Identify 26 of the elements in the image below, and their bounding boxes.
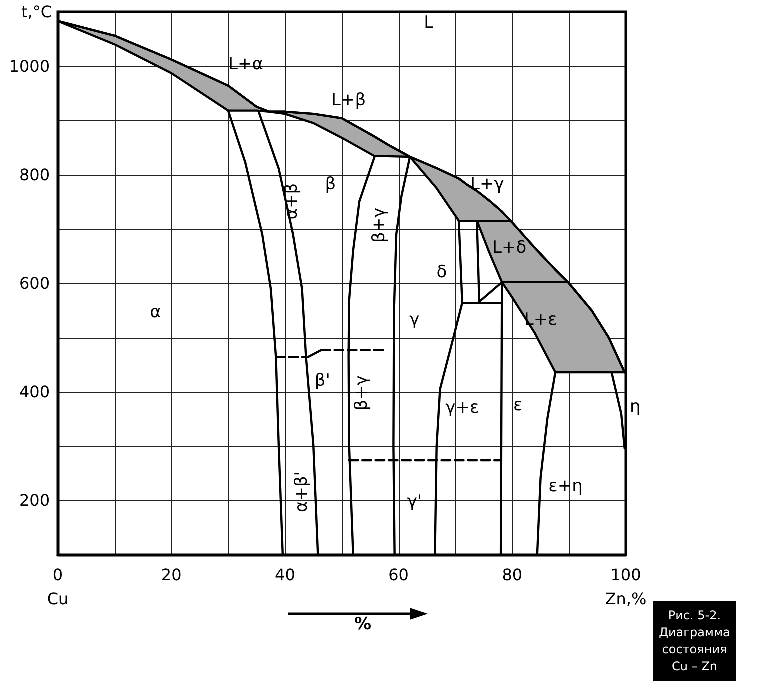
x-tick-label: 100 Zn,% [605, 566, 647, 608]
x-tick-label: 20 [161, 566, 182, 584]
y-axis-title: t,°C [21, 2, 52, 22]
annotation: β' [314, 371, 330, 392]
annotation: β+γ [369, 208, 390, 243]
annotation: δ [436, 262, 448, 283]
y-tick-label: 1000 [9, 56, 50, 76]
text: Рис. 5-2. Диаграмма состояния Cu – Zn [659, 608, 730, 674]
y-tick-label: 600 [19, 274, 50, 293]
annotation: β+γ [352, 376, 372, 411]
annotation: ε [513, 396, 523, 416]
annotation: γ [410, 310, 420, 330]
x-tick-label: 80 [502, 566, 523, 584]
annotation: L [424, 12, 434, 33]
annotation: α [150, 302, 162, 322]
x-axis-title: % [354, 614, 372, 634]
y-tick-label: 200 [19, 491, 50, 510]
annotation: L+δ [492, 238, 527, 258]
y-tick-label: 400 [19, 382, 50, 402]
text: η [630, 396, 641, 417]
x-tick-label: 40 [275, 566, 296, 584]
annotation: β [325, 174, 336, 195]
x-tick-label: 60 [388, 566, 409, 584]
x-tick-label: 0 Cu [47, 566, 69, 608]
y-tick-label: 800 [19, 165, 50, 184]
annotation: α+β' [292, 472, 312, 513]
